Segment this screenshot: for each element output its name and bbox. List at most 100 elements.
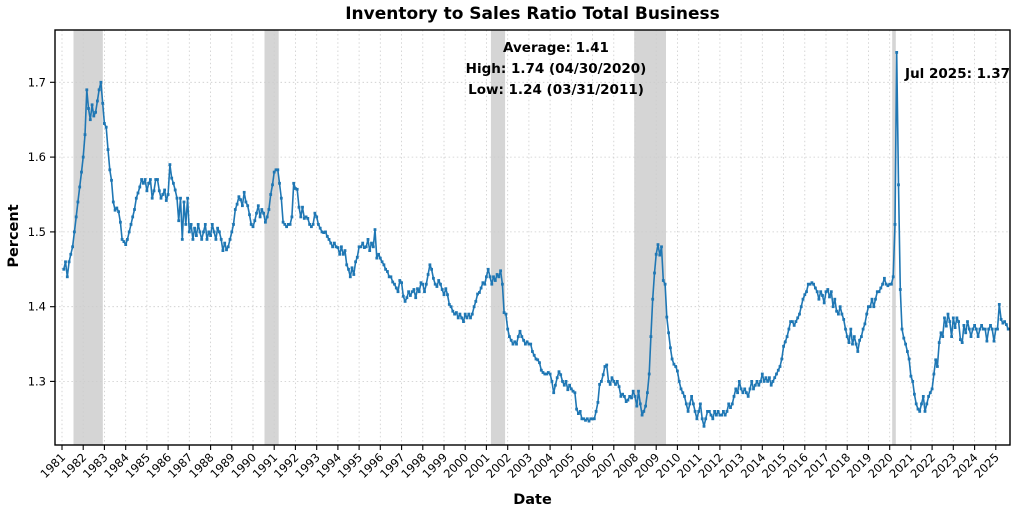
data-point-marker [373, 228, 377, 231]
data-point-marker [895, 51, 899, 54]
data-point-marker [246, 204, 250, 208]
data-point-marker [527, 342, 531, 346]
data-point-marker [829, 290, 833, 294]
data-point-marker [462, 320, 465, 323]
data-point-marker [617, 385, 621, 389]
data-point-marker [546, 371, 550, 374]
data-point-marker [163, 188, 166, 192]
data-point-marker [529, 342, 533, 346]
data-point-marker [409, 294, 412, 297]
data-point-marker [951, 316, 955, 320]
data-point-marker [336, 246, 340, 249]
data-point-marker [142, 181, 145, 185]
data-point-marker [840, 312, 844, 316]
data-point-marker [773, 376, 777, 380]
data-point-marker [817, 297, 821, 301]
data-point-marker [610, 376, 614, 380]
data-point-marker [729, 406, 732, 409]
data-point-marker [439, 282, 442, 286]
data-point-marker [631, 389, 635, 393]
data-point-marker [964, 331, 968, 335]
data-point-marker [692, 402, 695, 406]
data-point-marker [465, 316, 469, 320]
data-point-marker [867, 305, 870, 309]
data-point-marker [948, 320, 952, 323]
chart-title: Inventory to Sales Ratio Total Business [345, 4, 720, 24]
data-point-marker [396, 290, 400, 294]
data-point-marker [228, 238, 232, 241]
data-point-marker [686, 410, 690, 413]
data-point-marker [264, 220, 267, 224]
data-point-marker [934, 358, 938, 362]
data-point-marker [432, 276, 435, 280]
data-point-marker [200, 238, 204, 241]
data-point-marker [753, 383, 757, 387]
data-point-marker [513, 340, 517, 344]
data-point-marker [74, 215, 78, 219]
stats-annotation: Average: 1.41 High: 1.74 (04/30/2020) Lo… [416, 38, 696, 101]
data-point-marker [601, 373, 605, 377]
data-point-marker [614, 383, 617, 386]
data-point-marker [525, 340, 529, 344]
data-point-marker [966, 320, 969, 323]
data-point-marker [198, 230, 202, 234]
y-tick-label: 1.7 [28, 75, 46, 89]
data-point-marker [209, 234, 212, 237]
data-point-marker [870, 297, 874, 301]
data-point-marker [651, 297, 655, 301]
data-point-marker [292, 181, 296, 185]
data-point-marker [221, 249, 225, 252]
data-point-marker [347, 267, 350, 271]
data-point-marker [175, 196, 179, 200]
data-point-marker [251, 225, 255, 229]
y-tick-label: 1.3 [28, 374, 46, 388]
data-point-marker [554, 383, 557, 387]
data-point-marker [522, 338, 525, 342]
data-point-marker [387, 275, 391, 279]
data-point-marker [364, 245, 368, 249]
data-point-marker [412, 288, 416, 291]
data-point-marker [921, 395, 925, 398]
data-point-marker [598, 383, 601, 386]
data-point-marker [469, 316, 472, 320]
data-point-marker [628, 395, 632, 398]
data-point-marker [340, 245, 343, 249]
data-point-marker [888, 282, 892, 286]
data-point-marker [366, 238, 370, 241]
data-point-marker [814, 286, 817, 290]
data-point-marker [704, 417, 708, 421]
data-point-marker [195, 234, 198, 237]
data-point-marker [187, 230, 191, 234]
data-point-marker [955, 316, 959, 320]
data-point-marker [750, 380, 754, 383]
data-point-marker [562, 383, 566, 387]
data-point-marker [515, 342, 518, 346]
data-point-marker [612, 380, 616, 383]
data-point-marker [950, 335, 953, 338]
data-point-marker [509, 338, 513, 342]
data-point-marker [205, 238, 209, 241]
data-point-marker [904, 342, 907, 346]
data-point-marker [550, 380, 554, 383]
data-point-marker [81, 155, 85, 159]
data-point-marker [637, 389, 640, 393]
data-point-marker [801, 297, 805, 301]
data-point-marker [354, 260, 357, 264]
data-point-marker [131, 215, 135, 219]
data-point-marker [920, 402, 923, 406]
data-point-marker [237, 195, 241, 199]
data-point-marker [423, 290, 426, 294]
data-point-marker [962, 324, 966, 327]
data-point-marker [272, 170, 276, 174]
data-point-marker [828, 295, 831, 299]
data-point-marker [621, 392, 624, 396]
data-point-marker [424, 282, 428, 286]
data-point-marker [168, 163, 172, 166]
data-point-marker [580, 417, 584, 421]
data-point-marker [791, 320, 794, 323]
data-point-marker [421, 282, 425, 286]
data-point-marker [322, 231, 326, 234]
data-point-marker [732, 395, 736, 398]
data-point-marker [969, 335, 973, 338]
data-point-marker [152, 189, 156, 193]
